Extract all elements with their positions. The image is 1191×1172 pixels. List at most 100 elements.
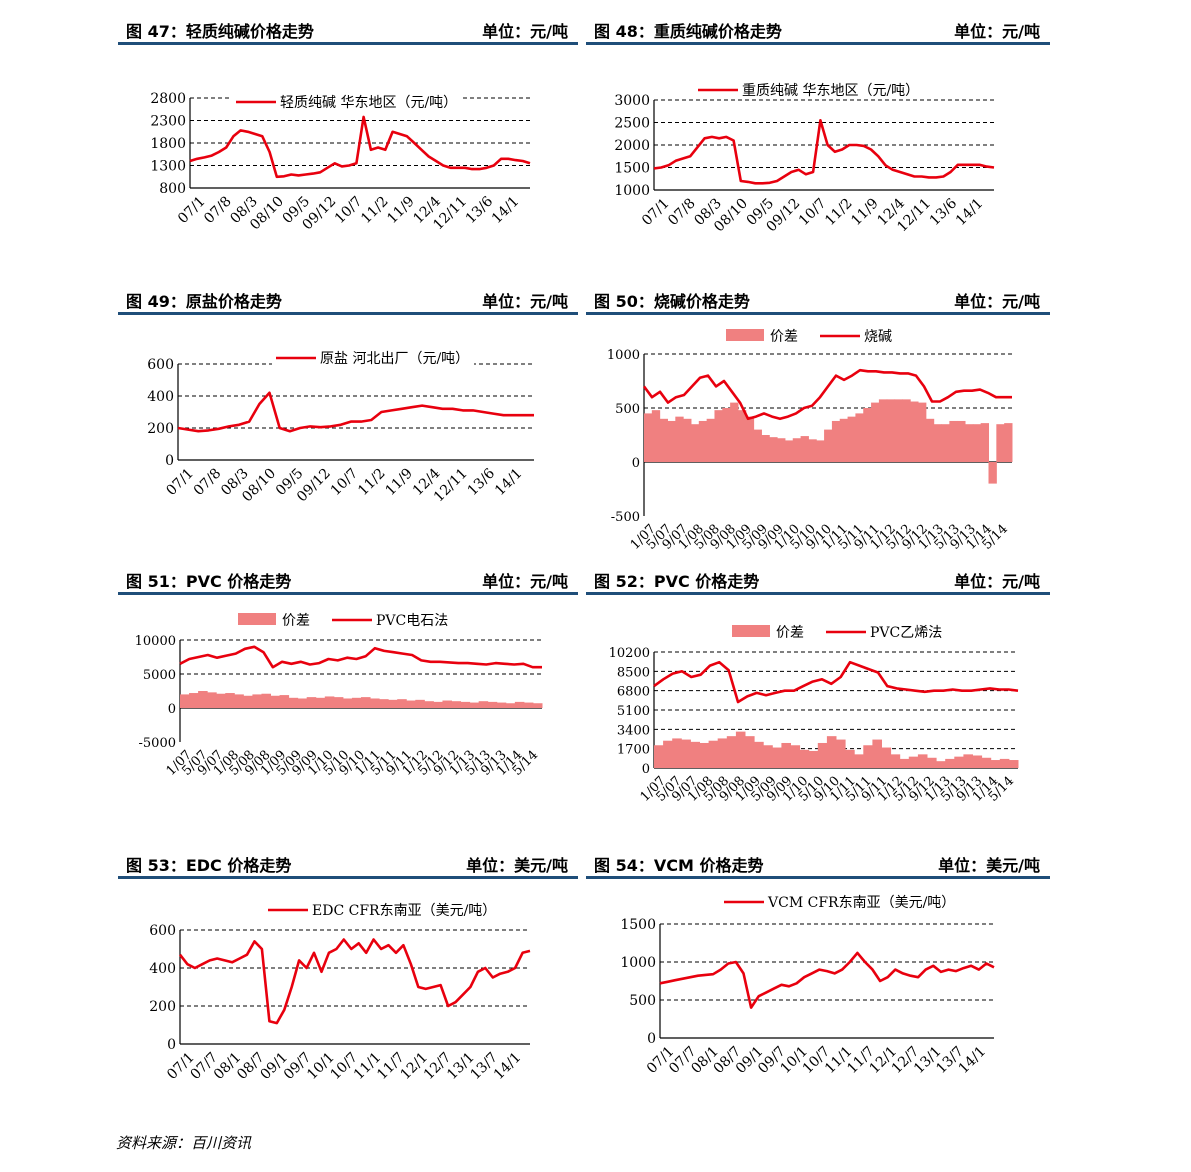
bar-mark bbox=[722, 408, 731, 462]
bar-mark bbox=[886, 399, 896, 462]
bar-mark bbox=[388, 699, 398, 708]
header-rule bbox=[586, 592, 1050, 595]
x-tick-label: 11/9 bbox=[384, 193, 418, 227]
bar-mark bbox=[808, 439, 817, 462]
bar-mark bbox=[478, 701, 489, 708]
bar-mark bbox=[324, 696, 335, 708]
bar-mark bbox=[777, 438, 786, 462]
bar-mark bbox=[761, 435, 770, 462]
x-tick-label: 13/6 bbox=[465, 465, 499, 499]
x-tick-label: 07/1 bbox=[163, 465, 197, 499]
series-line bbox=[659, 951, 995, 1009]
bar-mark bbox=[234, 694, 244, 708]
chart-unit: 单位：美元/吨 bbox=[466, 856, 568, 875]
series-line bbox=[189, 115, 531, 179]
bar-mark bbox=[799, 749, 810, 768]
bar-mark bbox=[902, 399, 911, 462]
x-tick-label: 13/6 bbox=[927, 195, 961, 229]
bar-mark bbox=[763, 745, 773, 768]
bar-mark bbox=[675, 416, 684, 462]
legend-label: 烧碱 bbox=[864, 329, 892, 345]
y-tick-label: 500 bbox=[629, 993, 656, 1009]
bar-mark bbox=[972, 755, 983, 768]
legend-entry: 烧碱 bbox=[816, 327, 892, 345]
legend-bg bbox=[232, 93, 460, 109]
series-line bbox=[642, 368, 1012, 421]
legend-entry: 重质纯碱 华东地区（元/吨） bbox=[694, 81, 922, 99]
bar-mark bbox=[1004, 423, 1013, 462]
x-tick-label: 11/2 bbox=[822, 195, 856, 229]
y-tick-label: 1500 bbox=[620, 917, 656, 933]
x-tick-label: 10/7 bbox=[328, 465, 362, 499]
legend-label: 价差 bbox=[776, 625, 804, 641]
chart-header: 图 53：EDC 价格走势 单位：美元/吨 bbox=[118, 850, 578, 879]
legend-bg bbox=[264, 901, 518, 917]
legend-entry: 价差 bbox=[732, 625, 804, 641]
y-tick-label: 200 bbox=[147, 421, 174, 437]
chart-title: 图 51：PVC 价格走势 bbox=[126, 572, 292, 591]
y-tick-label: 10200 bbox=[609, 646, 650, 661]
bar-mark bbox=[845, 749, 855, 768]
bar-mark bbox=[424, 701, 434, 708]
bar-mark bbox=[817, 742, 828, 768]
bar-mark bbox=[706, 418, 715, 462]
header-rule bbox=[118, 592, 578, 595]
y-tick-label: 2800 bbox=[150, 91, 186, 107]
chart-header: 图 48：重质纯碱价格走势 单位：元/吨 bbox=[586, 16, 1050, 45]
bar-mark bbox=[772, 747, 782, 768]
bar-mark bbox=[878, 399, 888, 462]
legend-swatch bbox=[726, 329, 764, 341]
chart-header: 图 50：烧碱价格走势 单位：元/吨 bbox=[586, 286, 1050, 315]
bar-mark bbox=[460, 701, 471, 708]
bar-mark bbox=[180, 694, 190, 708]
legend-swatch bbox=[238, 613, 276, 625]
bar-mark bbox=[800, 436, 809, 462]
bar-mark bbox=[451, 701, 462, 708]
bar-mark bbox=[963, 754, 973, 768]
x-tick-label: 11/9 bbox=[848, 195, 882, 229]
bar-mark bbox=[225, 693, 235, 708]
bar-mark bbox=[469, 702, 480, 708]
y-tick-label: 0 bbox=[647, 1031, 656, 1047]
header-rule bbox=[118, 876, 578, 879]
bar-mark bbox=[996, 424, 1005, 462]
bar-mark bbox=[847, 416, 856, 462]
bar-mark bbox=[672, 738, 682, 768]
y-tick-label: 6800 bbox=[617, 685, 650, 700]
y-tick-label: 1000 bbox=[607, 348, 640, 363]
bar-mark bbox=[487, 701, 498, 708]
x-tick-label: 10/7 bbox=[332, 193, 366, 227]
chart-unit: 单位：元/吨 bbox=[482, 22, 568, 41]
header-rule bbox=[118, 42, 578, 45]
bar-mark bbox=[279, 695, 290, 708]
bar-mark bbox=[936, 761, 946, 768]
series-line bbox=[653, 119, 995, 185]
x-tick-label: 14/1 bbox=[492, 465, 526, 499]
header-rule bbox=[118, 312, 578, 315]
series-line bbox=[179, 645, 542, 669]
legend-entry: PVC电石法 bbox=[328, 611, 452, 629]
y-tick-label: 0 bbox=[168, 702, 176, 717]
bar-mark bbox=[925, 418, 935, 462]
y-tick-label: 1000 bbox=[614, 183, 650, 199]
bar-mark bbox=[297, 698, 308, 708]
bar-mark bbox=[927, 757, 937, 768]
y-tick-label: 2300 bbox=[150, 114, 186, 130]
chart-title: 图 47：轻质纯碱价格走势 bbox=[126, 22, 314, 41]
bar-mark bbox=[406, 700, 416, 708]
chart-title: 图 53：EDC 价格走势 bbox=[126, 856, 292, 875]
legend-swatch bbox=[732, 625, 770, 637]
bar-mark bbox=[790, 745, 801, 768]
bar-mark bbox=[754, 741, 764, 768]
bar-mark bbox=[871, 402, 880, 462]
bar-mark bbox=[717, 738, 728, 768]
header-rule bbox=[586, 876, 1050, 879]
chart-unit: 单位：元/吨 bbox=[954, 292, 1040, 311]
bar-mark bbox=[863, 745, 873, 768]
bar-mark bbox=[769, 437, 778, 462]
bar-mark bbox=[361, 697, 371, 708]
y-tick-label: 3400 bbox=[617, 723, 650, 738]
legend-label: VCM CFR东南亚（美元/吨） bbox=[767, 895, 955, 911]
bar-mark bbox=[999, 758, 1010, 768]
